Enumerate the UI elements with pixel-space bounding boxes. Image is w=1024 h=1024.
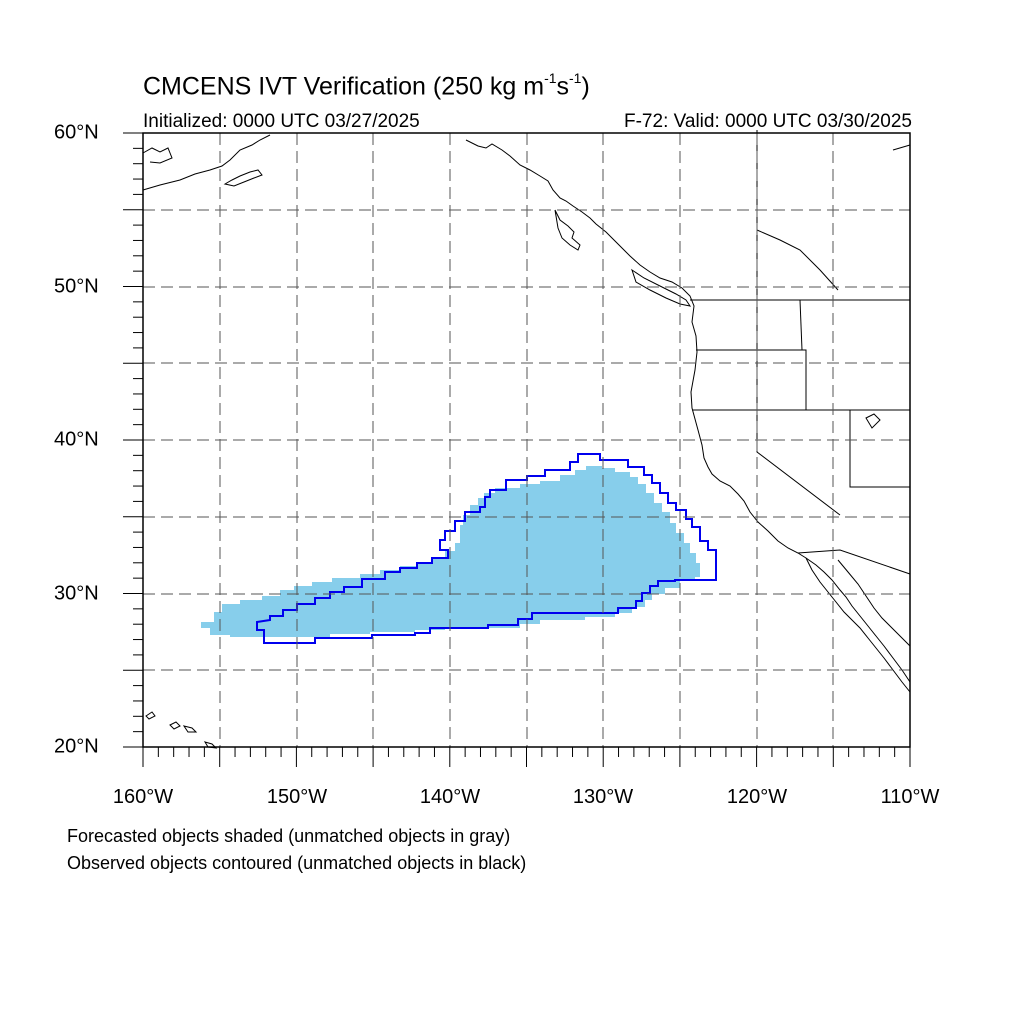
us-mexico-border (797, 549, 911, 575)
lon-label-150w: 150°W (266, 786, 328, 808)
lon-label-160w: 160°W (112, 786, 174, 808)
lat-label-40: 40°N (54, 428, 99, 451)
observed-legend-note: Observed objects contoured (unmatched ob… (67, 853, 527, 873)
north-america-pacific-coast (465, 139, 911, 683)
axis-ticks (123, 132, 911, 767)
forecast-legend-note: Forecasted objects shaded (unmatched obj… (67, 826, 511, 846)
alaska-coast-west (142, 147, 173, 164)
california-nevada (756, 130, 841, 516)
grid-lines (143, 133, 910, 747)
baja-gulf-coast (805, 557, 911, 693)
gulf-of-alaska-islands (554, 209, 581, 251)
observed-ivt-contour (256, 453, 717, 644)
hawaii-islands-4 (203, 741, 218, 749)
lon-label-110w: 110°W (880, 786, 940, 808)
mexico-mainland-coast (837, 559, 911, 647)
lat-label-20: 20°N (54, 735, 99, 758)
lat-label-60: 60°N (54, 121, 99, 144)
canada-interior-line (756, 229, 839, 291)
alaska-coast-bay (142, 134, 271, 191)
lake-great-salt (865, 413, 881, 429)
idaho-line (799, 299, 803, 351)
chart-title: CMCENS IVT Verification (250 kg m-1s-1) (143, 70, 590, 101)
hawaii-islands-1 (145, 711, 156, 720)
lat-label-50: 50°N (54, 275, 99, 298)
oregon-washington (696, 349, 807, 410)
nevada-utah (849, 410, 910, 488)
lon-label-120w: 120°W (726, 786, 788, 808)
lon-label-140w: 140°W (419, 786, 481, 808)
vancouver-island (631, 268, 692, 307)
initialized-time: Initialized: 0000 UTC 03/27/2025 (143, 111, 420, 132)
coast-northeast (892, 144, 911, 151)
lon-label-130w: 130°W (572, 786, 634, 808)
hawaii-islands-3 (182, 725, 198, 733)
valid-time: F-72: Valid: 0000 UTC 03/30/2025 (624, 111, 912, 132)
lat-label-30: 30°N (54, 582, 99, 605)
alaska-islands (223, 169, 263, 187)
coastlines (142, 130, 911, 749)
hawaii-islands-2 (169, 721, 181, 730)
